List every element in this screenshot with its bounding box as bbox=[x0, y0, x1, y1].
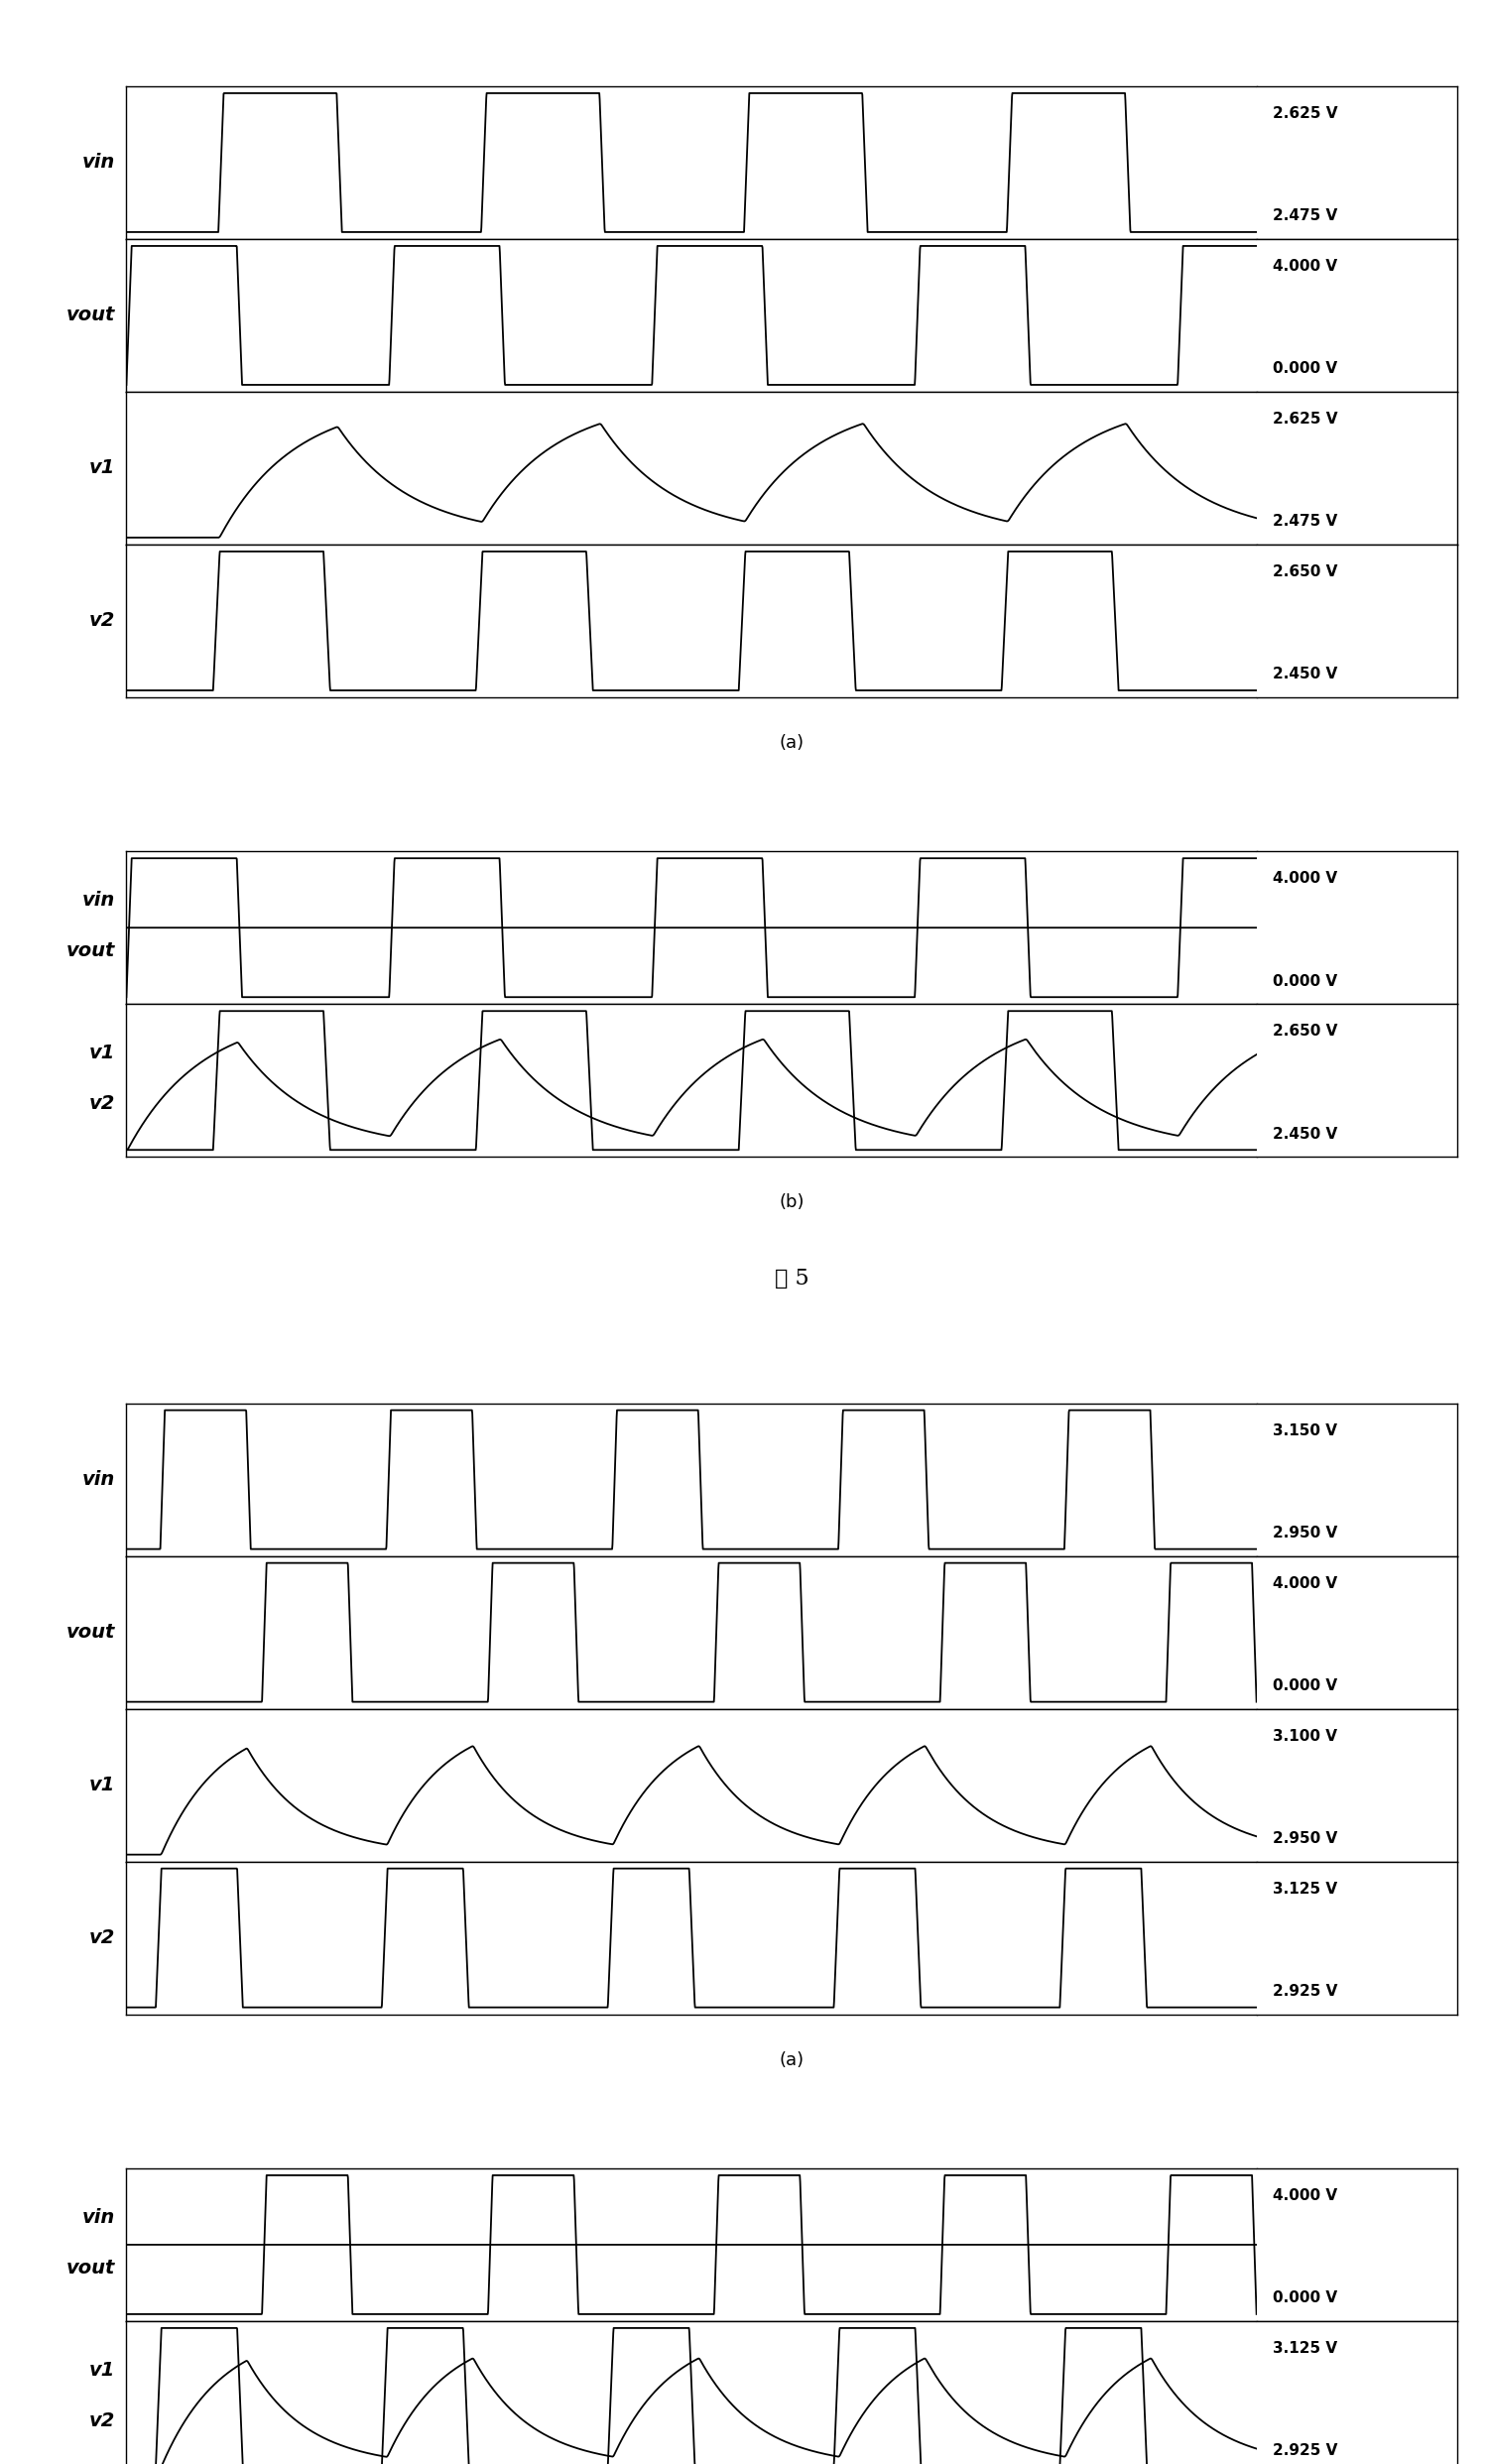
Text: v1: v1 bbox=[89, 458, 114, 478]
Text: 2.925 V: 2.925 V bbox=[1273, 2444, 1337, 2459]
Text: 2.625 V: 2.625 V bbox=[1273, 106, 1337, 121]
Text: 0.000 V: 0.000 V bbox=[1273, 2292, 1337, 2306]
Text: (a): (a) bbox=[779, 2050, 804, 2070]
Text: 0.000 V: 0.000 V bbox=[1273, 973, 1337, 988]
Text: 2.650 V: 2.650 V bbox=[1273, 1025, 1337, 1040]
Text: v1: v1 bbox=[89, 2361, 114, 2380]
Text: v1: v1 bbox=[89, 1777, 114, 1794]
Text: 2.475 V: 2.475 V bbox=[1273, 515, 1337, 530]
Text: vin: vin bbox=[82, 892, 114, 909]
Text: 2.625 V: 2.625 V bbox=[1273, 411, 1337, 426]
Text: 2.925 V: 2.925 V bbox=[1273, 1984, 1337, 1998]
Text: v1: v1 bbox=[89, 1045, 114, 1062]
Text: vin: vin bbox=[82, 1471, 114, 1488]
Text: 4.000 V: 4.000 V bbox=[1273, 1577, 1337, 1592]
Text: v2: v2 bbox=[89, 1094, 114, 1114]
Text: vout: vout bbox=[65, 1624, 114, 1641]
Text: 2.450 V: 2.450 V bbox=[1273, 1126, 1337, 1141]
Text: 2.650 V: 2.650 V bbox=[1273, 564, 1337, 579]
Text: 4.000 V: 4.000 V bbox=[1273, 872, 1337, 887]
Text: 4.000 V: 4.000 V bbox=[1273, 259, 1337, 274]
Text: 4.000 V: 4.000 V bbox=[1273, 2188, 1337, 2203]
Text: 0.000 V: 0.000 V bbox=[1273, 362, 1337, 377]
Text: 2.475 V: 2.475 V bbox=[1273, 209, 1337, 224]
Text: 2.950 V: 2.950 V bbox=[1273, 1525, 1337, 1540]
Text: 3.125 V: 3.125 V bbox=[1273, 1882, 1337, 1897]
Text: v2: v2 bbox=[89, 1929, 114, 1947]
Text: 0.000 V: 0.000 V bbox=[1273, 1678, 1337, 1693]
Text: 3.150 V: 3.150 V bbox=[1273, 1424, 1337, 1439]
Text: vout: vout bbox=[65, 306, 114, 325]
Text: (b): (b) bbox=[779, 1195, 804, 1212]
Text: vin: vin bbox=[82, 153, 114, 172]
Text: v2: v2 bbox=[89, 2410, 114, 2430]
Text: 图 5: 图 5 bbox=[775, 1269, 809, 1289]
Text: vout: vout bbox=[65, 2257, 114, 2277]
Text: v2: v2 bbox=[89, 611, 114, 631]
Text: 3.125 V: 3.125 V bbox=[1273, 2341, 1337, 2356]
Text: 3.100 V: 3.100 V bbox=[1273, 1730, 1337, 1745]
Text: (a): (a) bbox=[779, 734, 804, 752]
Text: vin: vin bbox=[82, 2208, 114, 2227]
Text: 2.950 V: 2.950 V bbox=[1273, 1831, 1337, 1846]
Text: vout: vout bbox=[65, 941, 114, 961]
Text: 2.450 V: 2.450 V bbox=[1273, 668, 1337, 683]
